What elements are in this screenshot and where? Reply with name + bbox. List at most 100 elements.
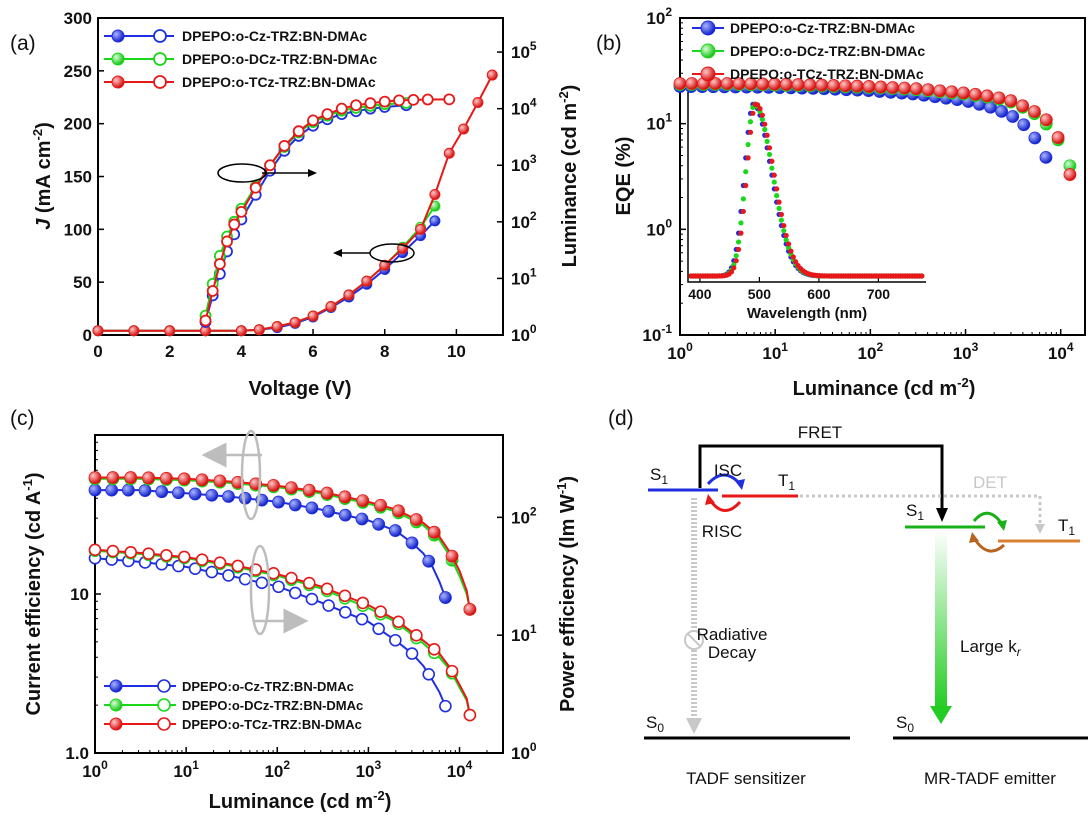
- eqe-point: [673, 77, 687, 90]
- eqe-point: [1039, 113, 1053, 127]
- isc-label: ISC: [714, 461, 742, 480]
- legend-b: DPEPO:o-Cz-TRZ:BN-DMAc DPEPO:o-DCz-TRZ:BN…: [692, 20, 925, 82]
- power-efficiency-point: [320, 582, 334, 596]
- current-density-point: [343, 289, 355, 301]
- luminance-point: [364, 97, 377, 110]
- current-density-point: [415, 223, 427, 235]
- y-tick-label-b: 101: [646, 111, 672, 134]
- legend-marker-filled-c: [109, 698, 123, 712]
- luminance-point: [213, 258, 226, 270]
- arrowhead-right: [308, 169, 317, 177]
- current-efficiency-point: [338, 508, 352, 522]
- axes-c: 100 101 102 103 104 1.0 10 100 101 102: [65, 441, 537, 781]
- eqe-point: [1017, 118, 1031, 132]
- spectrum-point: [788, 248, 794, 254]
- spectrum-point: [778, 211, 785, 218]
- x-tick-label-a: 10: [447, 342, 466, 361]
- panel-d-diagram: FRET S1 T1 ISC RISC DET Radiative Decay …: [644, 423, 1088, 788]
- inset-axes: [687, 92, 926, 283]
- spectrum-point: [793, 259, 799, 265]
- eqe-point: [1016, 99, 1030, 113]
- current-density-point: [307, 310, 319, 322]
- legend-marker-filled: [111, 29, 125, 43]
- luminance-point: [264, 159, 276, 172]
- power-efficiency-point: [222, 569, 235, 582]
- panel-a: 0 2 4 6 8 10050100150200250300100101102103104…: [30, 9, 581, 400]
- current-density-point: [443, 147, 455, 159]
- current-density-line: [98, 220, 436, 332]
- isc-arrowhead: [735, 479, 745, 490]
- spectrum-point: [747, 129, 754, 135]
- plot-frame-b: [679, 17, 1086, 336]
- spectrum-point: [733, 253, 739, 259]
- spectrum-point: [771, 172, 777, 178]
- y-tick-label-a: 150: [64, 168, 92, 187]
- emitter-t1-label: T1: [1058, 516, 1075, 538]
- y-tick-label-b: 100: [646, 216, 672, 239]
- current-efficiency-point: [338, 490, 352, 504]
- eqe-point: [1004, 94, 1018, 108]
- current-efficiency-point: [422, 554, 436, 568]
- x-tick-label-b: 103: [953, 340, 979, 363]
- spectrum-point: [759, 112, 765, 118]
- sensitizer-t1-label: T1: [778, 471, 795, 493]
- sensitizer-s0-label: S0: [646, 713, 664, 735]
- power-efficiency-point: [255, 576, 269, 590]
- power-efficiency-point: [463, 708, 477, 722]
- legend-a: DPEPO:o-Cz-TRZ:BN-DMAc DPEPO:o-DCz-TRZ:BN…: [104, 28, 377, 90]
- luminance-point: [335, 102, 348, 115]
- current-density-point: [271, 321, 283, 333]
- luminance-line: [204, 104, 407, 323]
- current-efficiency-point: [409, 513, 423, 526]
- fret-label: FRET: [798, 423, 842, 442]
- panel-label-b: (b): [596, 32, 622, 55]
- spectrum-point: [728, 269, 735, 275]
- legend-marker-open-c: [157, 717, 171, 731]
- legend-marker-filled: [111, 52, 125, 66]
- power-efficiency-point: [288, 586, 302, 600]
- spectrum-point: [735, 246, 742, 253]
- power-efficiency-point: [106, 544, 120, 558]
- eqe-point: [957, 86, 970, 100]
- current-efficiency-point: [355, 512, 369, 526]
- luminance-point: [393, 94, 405, 107]
- x-tick-label-a: 6: [308, 342, 317, 361]
- plot-area-a: [92, 69, 498, 337]
- legend-marker-filled-c: [109, 717, 123, 731]
- eqe-point: [980, 89, 994, 103]
- current-efficiency-point: [445, 549, 459, 563]
- current-density-point: [92, 325, 104, 337]
- annotation-ellipse-luminance: [217, 163, 267, 183]
- y-tick-label-b: 102: [646, 5, 672, 28]
- annotation-c: [201, 429, 309, 636]
- current-efficiency-point: [160, 471, 173, 485]
- x-tick-label-c: 101: [173, 758, 199, 781]
- current-efficiency-point: [121, 483, 135, 497]
- y2-tick-label-c: 100: [511, 740, 537, 763]
- luminance-point: [350, 99, 362, 112]
- spectrum-point: [735, 239, 742, 245]
- eqe-point: [886, 81, 900, 94]
- spectrum-point: [776, 205, 782, 212]
- power-efficiency-point: [195, 553, 209, 567]
- x-tick-label-b: 100: [667, 340, 693, 363]
- y2-axis-title-a: Luminance (cd m-2): [556, 85, 581, 268]
- current-efficiency-point: [405, 536, 419, 550]
- spectrum-point: [783, 232, 789, 239]
- current-efficiency-line: [95, 489, 447, 598]
- large-kr-label: Large kr: [960, 637, 1022, 659]
- panel-c: 100 101 102 103 104 1.0 10 100 101 102 Luminance …: [20, 429, 579, 813]
- det-arrowhead: [1035, 524, 1045, 534]
- legend-label-c: DPEPO:o-DCz-TRZ:BN-DMAc: [182, 698, 363, 713]
- legend-marker-open: [153, 75, 167, 89]
- current-efficiency-point: [88, 483, 102, 497]
- luminance-point: [235, 205, 248, 218]
- current-density-point: [361, 275, 373, 287]
- y-tick-label-a: 50: [73, 273, 92, 292]
- y2-tick-label-a: 101: [511, 265, 537, 288]
- plot-area-c: [88, 471, 477, 722]
- eqe-point: [1051, 131, 1065, 144]
- legend-label-c: DPEPO:o-TCz-TRZ:BN-DMAc: [182, 717, 362, 732]
- panel-label-d: (d): [608, 407, 634, 430]
